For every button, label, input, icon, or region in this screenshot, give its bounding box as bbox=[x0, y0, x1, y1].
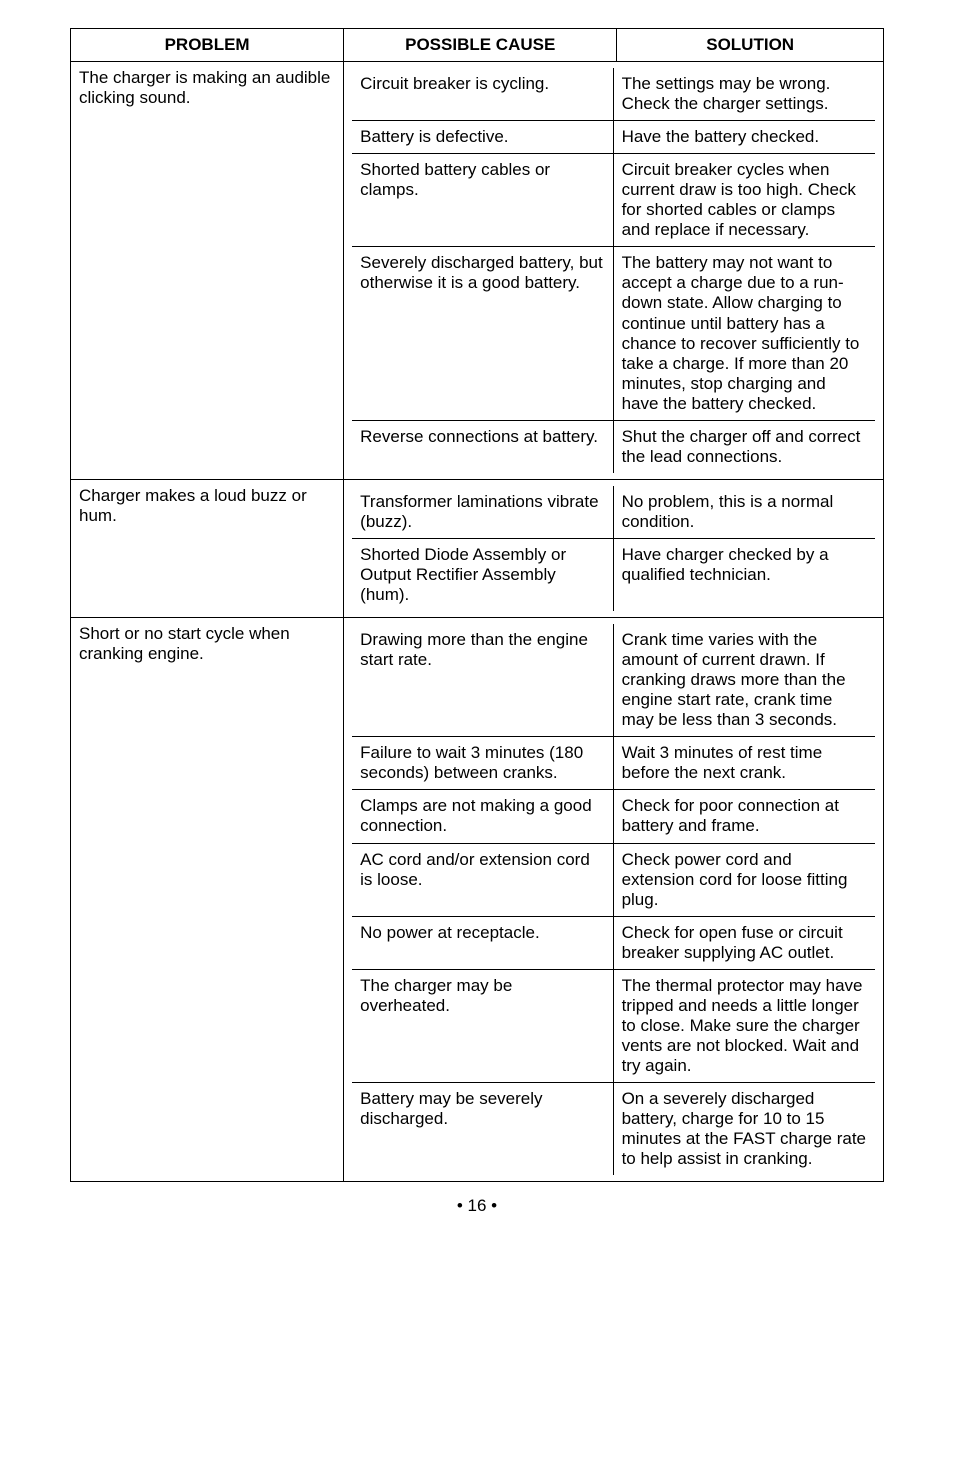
cause-text: Severely discharged battery, but otherwi… bbox=[352, 246, 613, 419]
cause-solution-row: Battery may be severely discharged.On a … bbox=[352, 1082, 875, 1175]
solution-text: Wait 3 minutes of rest time before the n… bbox=[614, 736, 875, 789]
table-row: The charger is making an audible clickin… bbox=[71, 62, 884, 480]
cause-solution-row: Severely discharged battery, but otherwi… bbox=[352, 246, 875, 419]
header-cause: POSSIBLE CAUSE bbox=[344, 29, 617, 62]
solution-text: Have charger checked by a qualified tech… bbox=[614, 538, 875, 611]
solution-text: No problem, this is a normal condition. bbox=[614, 486, 875, 538]
solution-text: Check for poor connection at battery and… bbox=[614, 789, 875, 842]
solution-text: Check for open fuse or circuit breaker s… bbox=[614, 916, 875, 969]
cause-solution-row: Failure to wait 3 minutes (180 seconds) … bbox=[352, 736, 875, 789]
solution-text: On a severely discharged battery, charge… bbox=[614, 1082, 875, 1175]
cause-text: Drawing more than the engine start rate. bbox=[352, 624, 613, 736]
cause-text: Reverse connections at battery. bbox=[352, 420, 613, 473]
solution-text: The battery may not want to accept a cha… bbox=[614, 246, 875, 419]
cause-solution-row: Transformer laminations vibrate (buzz).N… bbox=[352, 486, 875, 538]
table-header: PROBLEM POSSIBLE CAUSE SOLUTION bbox=[71, 29, 884, 62]
solution-text: The thermal protector may have tripped a… bbox=[614, 969, 875, 1082]
problem-cell: Charger makes a loud buzz or hum. bbox=[71, 479, 344, 617]
cause-solution-row: Clamps are not making a good connection.… bbox=[352, 789, 875, 842]
cause-text: Shorted battery cables or clamps. bbox=[352, 153, 613, 246]
table-row: Short or no start cycle when cranking en… bbox=[71, 618, 884, 1182]
table-row: Charger makes a loud buzz or hum.Transfo… bbox=[71, 479, 884, 617]
cause-solution-row: AC cord and/or extension cord is loose.C… bbox=[352, 843, 875, 916]
cause-text: Failure to wait 3 minutes (180 seconds) … bbox=[352, 736, 613, 789]
problem-cell: The charger is making an audible clickin… bbox=[71, 62, 344, 480]
cause-text: No power at receptacle. bbox=[352, 916, 613, 969]
cause-solution-row: Battery is defective.Have the battery ch… bbox=[352, 120, 875, 153]
solution-text: Crank time varies with the amount of cur… bbox=[614, 624, 875, 736]
header-problem: PROBLEM bbox=[71, 29, 344, 62]
solution-text: Shut the charger off and correct the lea… bbox=[614, 420, 875, 473]
page: PROBLEM POSSIBLE CAUSE SOLUTION The char… bbox=[0, 0, 954, 1475]
cause-solution-row: Drawing more than the engine start rate.… bbox=[352, 624, 875, 736]
cause-text: Clamps are not making a good connection. bbox=[352, 789, 613, 842]
cause-text: Transformer laminations vibrate (buzz). bbox=[352, 486, 613, 538]
cause-solution-cell: Drawing more than the engine start rate.… bbox=[344, 618, 884, 1182]
solution-text: The settings may be wrong. Check the cha… bbox=[614, 68, 875, 120]
cause-solution-cell: Circuit breaker is cycling.The settings … bbox=[344, 62, 884, 480]
cause-solution-row: Circuit breaker is cycling.The settings … bbox=[352, 68, 875, 120]
cause-text: Battery is defective. bbox=[352, 120, 613, 153]
cause-text: Circuit breaker is cycling. bbox=[352, 68, 613, 120]
cause-solution-row: Shorted Diode Assembly or Output Rectifi… bbox=[352, 538, 875, 611]
cause-solution-cell: Transformer laminations vibrate (buzz).N… bbox=[344, 479, 884, 617]
cause-solution-row: The charger may be overheated.The therma… bbox=[352, 969, 875, 1082]
header-solution: SOLUTION bbox=[617, 29, 884, 62]
cause-text: The charger may be overheated. bbox=[352, 969, 613, 1082]
solution-text: Check power cord and extension cord for … bbox=[614, 843, 875, 916]
cause-solution-row: Shorted battery cables or clamps.Circuit… bbox=[352, 153, 875, 246]
cause-text: Battery may be severely discharged. bbox=[352, 1082, 613, 1175]
cause-text: AC cord and/or extension cord is loose. bbox=[352, 843, 613, 916]
cause-text: Shorted Diode Assembly or Output Rectifi… bbox=[352, 538, 613, 611]
troubleshooting-table: PROBLEM POSSIBLE CAUSE SOLUTION The char… bbox=[70, 28, 884, 1182]
solution-text: Have the battery checked. bbox=[614, 120, 875, 153]
cause-solution-row: Reverse connections at battery.Shut the … bbox=[352, 420, 875, 473]
solution-text: Circuit breaker cycles when current draw… bbox=[614, 153, 875, 246]
cause-solution-row: No power at receptacle.Check for open fu… bbox=[352, 916, 875, 969]
problem-cell: Short or no start cycle when cranking en… bbox=[71, 618, 344, 1182]
page-number: • 16 • bbox=[70, 1196, 884, 1216]
table-body: The charger is making an audible clickin… bbox=[71, 62, 884, 1182]
